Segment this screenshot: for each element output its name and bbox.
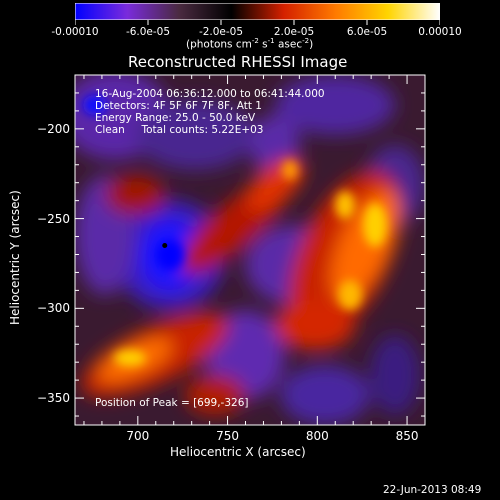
y-tick-label: −300 (37, 301, 70, 316)
annotation-time-range: 16-Aug-2004 06:36:12.000 to 06:41:44.000 (95, 88, 325, 100)
footer-date: 22-Jun-2013 08:49 (383, 484, 482, 496)
annotation-energy-range: Energy Range: 25.0 - 50.0 keV (95, 112, 256, 124)
colorbar-gradient (75, 3, 440, 20)
x-tick-label: 800 (305, 429, 329, 443)
marked-point (162, 243, 168, 249)
peak-position-label: Position of Peak = [699,-326] (95, 397, 249, 409)
x-tick-label: 700 (126, 429, 150, 443)
colorbar-tick-label: -0.00010 (51, 26, 99, 38)
x-tick-label: 750 (216, 429, 240, 443)
peak-marker-layer (162, 243, 168, 249)
heatmap-plot-area: 16-Aug-2004 06:36:12.000 to 06:41:44.000… (75, 75, 425, 425)
colorbar-tick-label: -2.0e-05 (198, 26, 244, 38)
x-axis-label: Heliocentric X (arcsec) (170, 445, 306, 459)
heatmap-image (75, 75, 425, 425)
colorbar-tick-label: 2.0e-05 (273, 26, 315, 38)
y-tick-label: −350 (37, 391, 70, 406)
colorbar-units: (photons cm-2 s-1 asec-2) (186, 37, 314, 51)
y-tick-label: −250 (37, 211, 70, 226)
x-tick-label: 850 (395, 429, 419, 443)
colorbar-tick-label: -6.0e-05 (125, 26, 171, 38)
annotation-clean-counts: Clean Total counts: 5.22E+03 (95, 124, 264, 136)
y-axis-label: Heliocentric Y (arcsec) (8, 190, 22, 325)
colorbar-tick-label: 0.00010 (418, 26, 462, 38)
chart-title: Reconstructed RHESSI Image (128, 53, 348, 71)
annotation-detectors: Detectors: 4F 5F 6F 7F 8F, Att 1 (95, 100, 262, 112)
colorbar-tick-label: 6.0e-05 (346, 26, 388, 38)
colorbar-ticks (75, 20, 440, 25)
y-tick-label: −200 (37, 121, 70, 136)
